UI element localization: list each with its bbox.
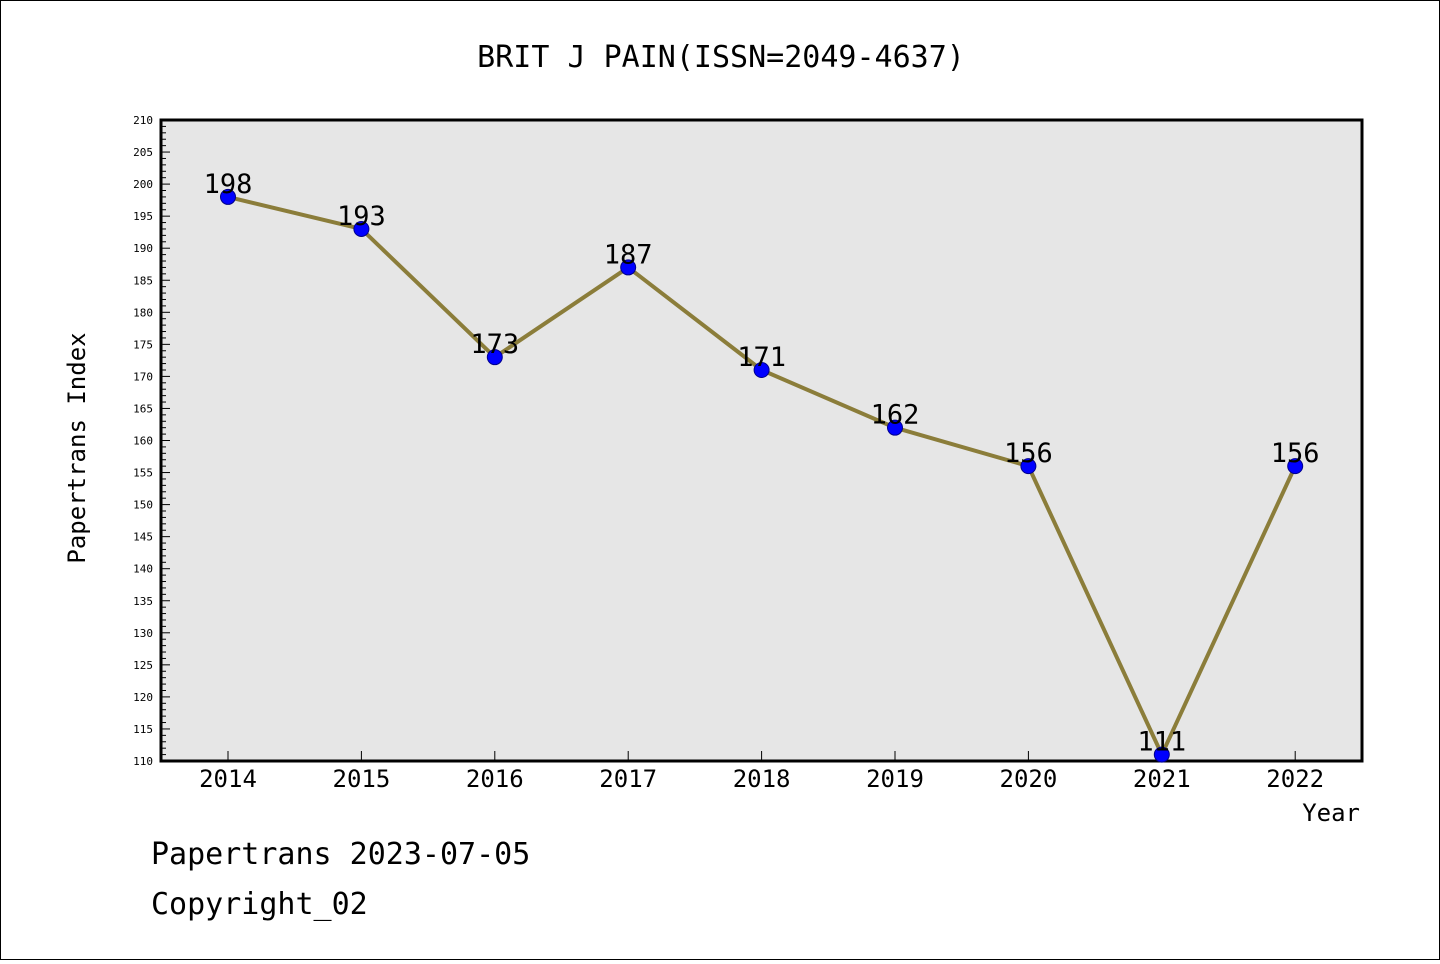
x-tick-label: 2019 bbox=[866, 765, 924, 793]
data-point bbox=[1287, 458, 1304, 475]
y-tick-label: 150 bbox=[133, 499, 153, 512]
y-tick-label: 155 bbox=[133, 467, 153, 480]
data-point bbox=[1153, 746, 1170, 763]
y-tick-label: 160 bbox=[133, 435, 153, 448]
data-point bbox=[353, 220, 370, 237]
data-markers bbox=[220, 188, 1304, 763]
y-tick-label: 110 bbox=[133, 755, 153, 768]
y-axis-label: Papertrans Index bbox=[63, 332, 91, 563]
y-tick-label: 165 bbox=[133, 402, 153, 415]
x-tick-label: 2014 bbox=[199, 765, 257, 793]
y-tick-label: 115 bbox=[133, 723, 153, 736]
data-point bbox=[887, 419, 903, 436]
y-tick-label: 195 bbox=[133, 210, 153, 223]
data-point bbox=[753, 361, 770, 378]
y-tick-label: 190 bbox=[133, 242, 153, 255]
footer-date: Papertrans 2023-07-05 bbox=[151, 837, 531, 872]
footer-copyright: Copyright_02 bbox=[151, 887, 368, 922]
data-label: 111 bbox=[1137, 727, 1186, 758]
y-tick-label: 210 bbox=[133, 114, 153, 127]
x-tick-label: 2015 bbox=[333, 765, 391, 793]
y-tick-label: 120 bbox=[133, 691, 153, 704]
data-labels: 198 193 173 187 171 162 156 111 156 bbox=[204, 169, 1320, 758]
data-label: 173 bbox=[470, 329, 519, 360]
data-label: 162 bbox=[871, 400, 920, 431]
y-tick-label: 185 bbox=[133, 274, 153, 287]
x-axis: 2014 2015 2016 2017 2018 2019 2020 2021 2022 bbox=[199, 751, 1324, 793]
data-point bbox=[620, 259, 637, 276]
y-tick-label: 180 bbox=[133, 306, 153, 319]
x-tick-label: 2017 bbox=[599, 765, 657, 793]
y-tick-label: 130 bbox=[133, 627, 153, 640]
y-tick-label: 205 bbox=[133, 146, 153, 159]
x-tick-label: 2020 bbox=[1000, 765, 1058, 793]
data-point bbox=[1020, 458, 1037, 475]
chart-title: BRIT J PAIN(ISSN=2049-4637) bbox=[477, 40, 965, 75]
x-tick-label: 2016 bbox=[466, 765, 524, 793]
y-tick-label: 170 bbox=[133, 370, 153, 383]
y-tick-label: 175 bbox=[133, 338, 153, 351]
y-axis: 110 115 120 125 130 135 140 145 150 155 160 165 170 1… bbox=[133, 114, 170, 768]
data-label: 198 bbox=[204, 169, 253, 200]
data-label: 156 bbox=[1004, 438, 1053, 469]
data-label: 171 bbox=[737, 342, 786, 373]
y-tick-label: 140 bbox=[133, 563, 153, 576]
y-tick-label: 125 bbox=[133, 659, 153, 672]
x-axis-label: Year bbox=[1302, 799, 1360, 827]
y-tick-label: 145 bbox=[133, 531, 153, 544]
data-label: 156 bbox=[1271, 438, 1320, 469]
data-label: 187 bbox=[604, 239, 653, 270]
x-tick-label: 2021 bbox=[1133, 765, 1191, 793]
x-tick-label: 2022 bbox=[1266, 765, 1324, 793]
data-label: 193 bbox=[337, 201, 386, 232]
data-point bbox=[220, 188, 236, 205]
x-tick-label: 2018 bbox=[733, 765, 791, 793]
data-point bbox=[486, 349, 503, 366]
y-tick-label: 200 bbox=[133, 178, 153, 191]
y-tick-label: 135 bbox=[133, 595, 153, 608]
